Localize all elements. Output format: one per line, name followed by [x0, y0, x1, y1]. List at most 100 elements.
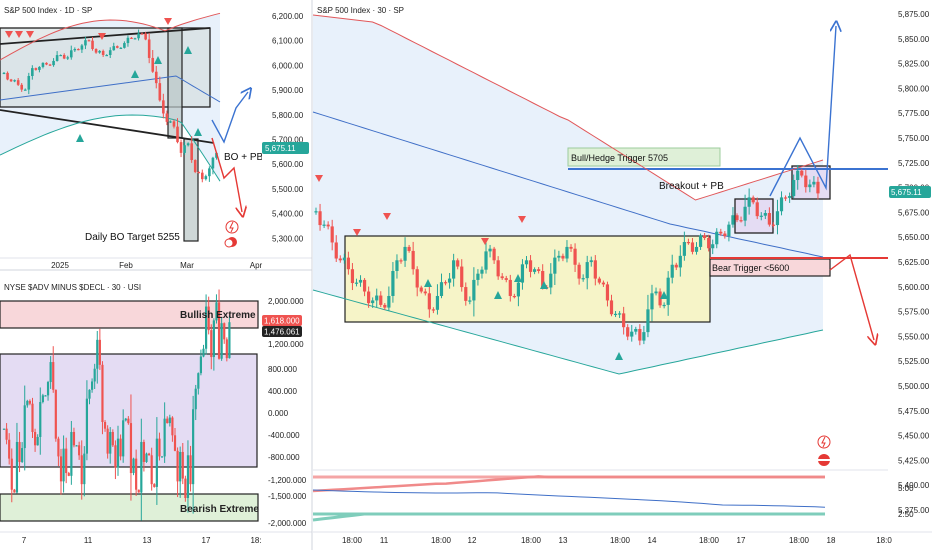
intraday-chart-panel[interactable]: S&P 500 Index · 30 · SP Bull/Hedge Trigg…: [312, 0, 888, 470]
breadth-candle: [171, 417, 174, 436]
breadth-candle: [166, 418, 169, 424]
intraday-candle: [601, 282, 606, 285]
intraday-candle: [626, 327, 630, 337]
daily-candle: [84, 40, 87, 46]
intraday-candle: [411, 250, 415, 270]
breadth-candle: [18, 441, 21, 462]
daily-candle: [23, 89, 27, 91]
daily-candle: [197, 171, 201, 174]
breadth-candle: [93, 368, 96, 382]
daily-x-tick: Apr: [250, 261, 263, 270]
breadth-candle: [204, 306, 208, 349]
intraday-candle: [472, 279, 476, 301]
intraday-y-tick: 5,775.00: [898, 109, 930, 118]
daily-candle: [94, 49, 98, 53]
breadth-candle: [106, 428, 109, 454]
intraday-candle: [800, 170, 804, 176]
breadth-candle: [62, 448, 65, 482]
intraday-candle: [541, 271, 545, 288]
intraday-y-tick: 5,850.00: [898, 35, 930, 44]
daily-candle: [77, 49, 80, 51]
intraday-candle: [698, 235, 703, 247]
breadth-candle: [228, 322, 231, 359]
intraday-candle: [690, 242, 695, 252]
breadth-candle: [70, 431, 73, 476]
breadth-value-axis[interactable]: 2,000.000 1,200.000 800.000 400.000 0.000 -40…: [262, 278, 312, 532]
daily-candle: [45, 62, 48, 65]
intraday-candle: [622, 313, 626, 328]
daily-price-badge: 5,675.11: [262, 142, 309, 154]
intraday-candle: [362, 279, 367, 292]
breadth-candle: [147, 453, 151, 456]
daily-time-axis[interactable]: 2025 Feb Mar Apr: [0, 257, 312, 270]
breadth-candle: [116, 438, 120, 468]
intraday-candle: [375, 295, 379, 301]
intraday-y-tick: 5,750.00: [898, 134, 930, 143]
breadth-y-tick: -400.000: [268, 431, 300, 440]
intraday-x-tick: 14: [648, 536, 657, 545]
daily-candles: [2, 29, 218, 183]
intraday-candle: [816, 181, 820, 194]
daily-candle: [2, 72, 6, 75]
daily-candle: [62, 54, 66, 59]
pullback-box-1: [734, 198, 774, 234]
daily-candle: [208, 168, 211, 177]
intraday-y-tick: 5,825.00: [898, 60, 930, 69]
intraday-candle: [383, 304, 387, 308]
consolidation-range-box: [344, 235, 711, 323]
intraday-x-tick: 18:00: [610, 536, 631, 545]
lightning-icon[interactable]: [817, 435, 831, 449]
breadth-candle: [85, 398, 89, 454]
intraday-buy-signal: [540, 281, 548, 289]
intraday-candle: [808, 184, 812, 188]
breadth-candle: [181, 451, 184, 479]
daily-upper-band: [0, 12, 221, 61]
daily-sell-signal: [5, 31, 13, 38]
economic-events-icon[interactable]: [224, 237, 237, 248]
daily-candle: [48, 64, 52, 66]
intraday-candle: [662, 304, 666, 307]
daily-chart-panel[interactable]: S&P 500 Index · 1D · SP BO + PB Daily BO…: [0, 0, 264, 258]
bullish-extreme-label: Bullish Extreme: [180, 310, 256, 321]
breadth-x-ticks: 7 11 13 17 18:: [22, 536, 262, 545]
intraday-candle: [577, 264, 581, 279]
breadth-candle: [83, 453, 86, 485]
breadth-candle: [129, 423, 133, 474]
economic-events-icon[interactable]: [818, 454, 830, 466]
intraday-candle: [524, 260, 529, 265]
intraday-candle: [452, 260, 456, 279]
breadth-y-tick: 0.000: [268, 409, 289, 418]
intraday-y-ticks: 5,875.00 5,850.00 5,825.00 5,800.00 5,775.00…: [898, 10, 930, 515]
breadth-chart-panel[interactable]: NYSE $ADV MINUS $DECL · 30 · USI Bullish…: [0, 278, 262, 532]
breadth-candle: [132, 458, 135, 474]
breadth-candle: [145, 453, 148, 462]
daily-candle: [144, 33, 147, 40]
daily-candle: [101, 50, 105, 55]
intraday-price-axis[interactable]: 5,875.00 5,850.00 5,825.00 5,800.00 5,775.00…: [888, 0, 932, 532]
breadth-time-axis[interactable]: 7 11 13 17 18:: [0, 531, 312, 545]
oscillator-pane[interactable]: [312, 469, 888, 522]
bull-trigger-label: Bull/Hedge Trigger 5705: [571, 153, 668, 163]
daily-grey-column: [167, 27, 183, 139]
breadth-candle: [54, 389, 57, 439]
breadth-y-ticks: 2,000.000 1,200.000 800.000 400.000 0.000 -40…: [268, 297, 307, 528]
intraday-candle: [516, 282, 520, 297]
daily-price-axis[interactable]: 6,200.00 6,100.00 6,000.00 5,900.00 5,800.00…: [262, 0, 312, 258]
daily-candle: [162, 100, 165, 114]
intraday-time-axis[interactable]: 18:00 11 18:00 12 18:00 13 18:00 14 18:00 17 18:00…: [313, 531, 932, 545]
intraday-candle: [783, 197, 788, 199]
daily-buy-signal: [76, 134, 84, 142]
daily-buy-signal: [154, 56, 162, 64]
daily-y-tick: 5,500.00: [272, 185, 304, 194]
intraday-candle: [597, 278, 601, 283]
intraday-x-tick: 13: [559, 536, 568, 545]
breadth-x-tick: 11: [84, 536, 93, 545]
breadth-candle: [28, 400, 32, 404]
intraday-mid-band: [312, 111, 824, 258]
daily-candle: [190, 143, 193, 161]
daily-y-tick: 5,600.00: [272, 160, 304, 169]
lightning-icon[interactable]: [225, 220, 239, 234]
breadth-candle: [39, 402, 42, 437]
daily-candle: [13, 80, 16, 82]
oscillator-green-line: [312, 512, 825, 522]
